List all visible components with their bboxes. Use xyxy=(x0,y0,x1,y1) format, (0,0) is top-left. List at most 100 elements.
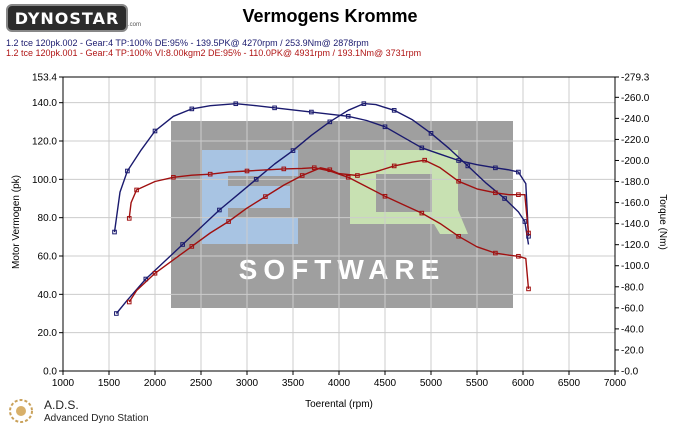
series-point-3 xyxy=(126,299,132,305)
series-point-1 xyxy=(114,311,119,316)
y-left-tick-label: 100.0 xyxy=(32,175,57,186)
series-point-4 xyxy=(126,216,132,221)
series-point-2 xyxy=(152,128,158,134)
series-point-4 xyxy=(207,171,213,177)
series-point-3 xyxy=(526,230,531,236)
x-tick-label: 5000 xyxy=(420,378,443,389)
x-tick-label: 1500 xyxy=(98,378,121,389)
ads-logo-icon xyxy=(9,399,33,423)
series-point-2 xyxy=(382,124,388,130)
series-point-2 xyxy=(112,229,117,235)
y-right-tick-label: -100.0 xyxy=(621,261,650,272)
y-right-tick-label: -140.0 xyxy=(621,219,650,230)
chart-title: Vermogens Kromme xyxy=(242,6,418,26)
x-tick-label: 7000 xyxy=(604,378,627,389)
series-point-2 xyxy=(189,106,195,112)
dynostar-logo: DYNOSTAR xyxy=(6,4,128,32)
series-point-4 xyxy=(244,168,250,174)
series-point-1 xyxy=(502,196,507,201)
series-point-4 xyxy=(171,175,176,180)
y-right-tick-label: -0.0 xyxy=(621,367,639,378)
series-point-3 xyxy=(493,190,498,196)
series-point-3 xyxy=(391,163,397,169)
x-tick-label: 3500 xyxy=(282,378,305,389)
y-right-tick-label: -200.0 xyxy=(621,156,650,167)
series-point-1 xyxy=(327,119,333,125)
series-line-torque-4 xyxy=(128,166,530,289)
series-point-2 xyxy=(419,145,425,151)
y-right-tick-label: -220.0 xyxy=(621,135,650,146)
series-point-2 xyxy=(309,109,314,115)
footer-app-subtitle: Advanced Dyno Station xyxy=(44,413,149,424)
series-point-1 xyxy=(391,108,397,113)
y-left-tick-label: 20.0 xyxy=(38,328,58,339)
y-left-tick-label: 0.0 xyxy=(43,367,57,378)
y-left-tick-label: 140.0 xyxy=(32,98,57,109)
series-point-1 xyxy=(217,207,222,213)
run-info-1: 1.2 tce 120pk.002 - Gear:4 TP:100% DE:95… xyxy=(6,38,369,48)
run-info-2: 1.2 tce 120pk.001 - Gear:4 TP:100% VI:8.… xyxy=(6,48,422,58)
series-point-4 xyxy=(134,187,139,193)
x-axis-label: Toerental (rpm) xyxy=(305,399,373,410)
y-left-tick-label: 40.0 xyxy=(38,290,58,301)
series-point-2 xyxy=(345,113,351,119)
watermark-letter-e xyxy=(202,150,298,244)
y-right-tick-label: -120.0 xyxy=(621,240,650,251)
series-point-3 xyxy=(355,173,360,178)
y-right-tick-label: -279.3 xyxy=(621,73,650,84)
series-point-1 xyxy=(465,163,471,169)
y-right-tick-label: -240.0 xyxy=(621,114,650,125)
y-right-tick-label: -180.0 xyxy=(621,177,650,188)
series-line-torque-2 xyxy=(113,102,530,237)
series-point-3 xyxy=(152,270,158,276)
y-axis-right-label: Torque (Nm) xyxy=(657,194,668,250)
series-point-3 xyxy=(263,194,268,199)
x-tick-label: 4500 xyxy=(374,378,397,389)
series-point-3 xyxy=(456,178,461,184)
x-tick-label: 2500 xyxy=(190,378,213,389)
series-point-1 xyxy=(180,242,185,247)
series-point-2 xyxy=(272,105,277,111)
series-point-3 xyxy=(422,157,427,163)
series-point-4 xyxy=(382,193,388,199)
series-point-4 xyxy=(311,165,317,171)
series-point-1 xyxy=(253,177,259,182)
x-tick-label: 6500 xyxy=(558,378,581,389)
series-point-2 xyxy=(493,165,498,171)
x-tick-label: 6000 xyxy=(512,378,535,389)
series-point-1 xyxy=(143,276,149,282)
x-tick-label: 1000 xyxy=(52,378,75,389)
y-right-tick-label: -160.0 xyxy=(621,198,650,209)
footer-app-name: A.D.S. xyxy=(44,398,79,412)
series-point-1 xyxy=(522,219,528,224)
chart-axes: 1000 1500 2000 2500 3000 3500 4000 4500 5000 5500… xyxy=(32,73,650,390)
series-point-4 xyxy=(456,233,461,239)
plot-border xyxy=(62,76,616,372)
series-line-power-1 xyxy=(115,102,530,314)
series-point-3 xyxy=(189,244,195,249)
y-right-tick-label: -60.0 xyxy=(621,303,644,314)
series-point-4 xyxy=(526,286,531,292)
series-point-2 xyxy=(516,169,521,175)
series-point-4 xyxy=(345,175,351,180)
series-point-2 xyxy=(456,158,461,163)
y-axis-left-label: Motor Vermogen (pk) xyxy=(11,175,22,269)
series-point-4 xyxy=(516,253,521,259)
series-point-3 xyxy=(226,219,231,224)
x-tick-label: 4000 xyxy=(328,378,351,389)
y-right-tick-label: -260.0 xyxy=(621,93,650,104)
eq-software-watermark: SOFTWARE xyxy=(171,121,513,308)
series-point-4 xyxy=(419,210,425,216)
watermark-software-text: SOFTWARE xyxy=(239,254,446,285)
series-point-4 xyxy=(493,250,498,256)
x-tick-label: 3000 xyxy=(236,378,259,389)
series-point-3 xyxy=(516,192,521,197)
y-right-tick-label: -40.0 xyxy=(621,324,644,335)
series-point-1 xyxy=(290,148,296,153)
y-left-tick-label: 60.0 xyxy=(38,252,58,263)
y-right-tick-label: -80.0 xyxy=(621,282,644,293)
x-tick-label: 5500 xyxy=(466,378,489,389)
chart-series xyxy=(112,101,531,316)
series-point-1 xyxy=(428,131,434,136)
